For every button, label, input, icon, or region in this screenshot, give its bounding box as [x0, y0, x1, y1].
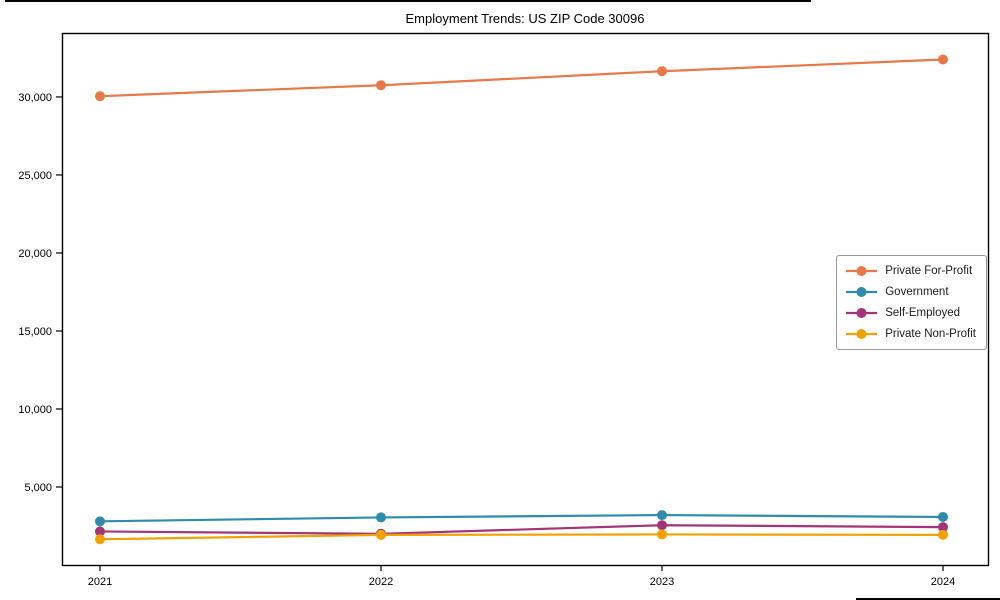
series-private-non-profit	[95, 529, 948, 545]
legend-label: Private Non-Profit	[885, 328, 976, 340]
x-tick-label: 2022	[369, 576, 393, 588]
y-tick-label: 5,000	[24, 482, 52, 494]
y-tick-label: 30,000	[18, 92, 52, 104]
legend-line-marker-icon	[846, 286, 878, 298]
x-axis: 2021 2022 2023 2024	[88, 565, 955, 588]
series-private-for-profit	[95, 54, 948, 102]
legend-label: Private For-Profit	[885, 265, 973, 277]
series-self-employed	[95, 520, 948, 539]
legend-item-private-non-profit: Private Non-Profit	[846, 326, 976, 342]
y-tick-label: 25,000	[18, 170, 52, 182]
x-tick-label: 2021	[88, 576, 112, 588]
plot-frame	[61, 32, 990, 567]
legend-item-government: Government	[846, 284, 976, 300]
chart-legend: Private For-Profit Government Self-Emplo…	[836, 255, 987, 350]
y-tick-label: 20,000	[18, 248, 52, 260]
legend-line-marker-icon	[846, 328, 878, 340]
y-tick-label: 10,000	[18, 404, 52, 416]
x-tick-label: 2024	[931, 576, 955, 588]
screenshot-edge-artifact-bottom	[856, 598, 1000, 600]
y-axis: 5,000 10,000 15,000 20,000 25,000 30,000	[18, 92, 62, 494]
legend-item-private-for-profit: Private For-Profit	[846, 263, 976, 279]
y-tick-label: 15,000	[18, 326, 52, 338]
legend-label: Self-Employed	[885, 307, 961, 319]
screenshot-edge-artifact-top	[5, 0, 811, 2]
legend-line-marker-icon	[846, 307, 878, 319]
legend-label: Government	[885, 286, 949, 298]
chart-title: Employment Trends: US ZIP Code 30096	[405, 11, 645, 26]
legend-line-marker-icon	[846, 265, 878, 277]
x-tick-label: 2023	[650, 576, 674, 588]
legend-item-self-employed: Self-Employed	[846, 305, 976, 321]
series-government	[95, 510, 948, 527]
